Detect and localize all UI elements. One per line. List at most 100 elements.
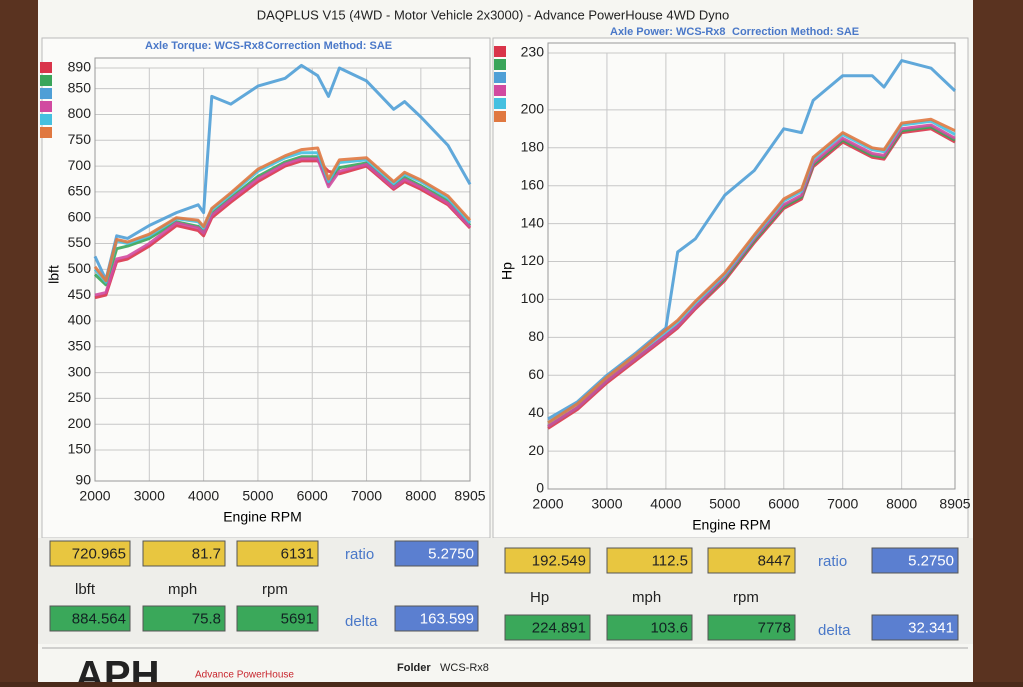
readout-value: 5691 — [281, 610, 314, 627]
ratio-label: ratio — [818, 553, 847, 570]
x-tick-label: 3000 — [134, 488, 165, 504]
delta-label: delta — [818, 622, 851, 639]
y-tick-label: 140 — [521, 214, 545, 230]
ratio-value: 5.2750 — [428, 545, 474, 562]
readout-value: 112.5 — [652, 552, 688, 569]
readout-unit: Hp — [530, 589, 549, 606]
x-tick-label: 8905 — [454, 488, 485, 504]
readout-box — [394, 540, 479, 567]
y-tick-label: 850 — [68, 79, 92, 95]
readout-unit: rpm — [733, 589, 759, 606]
page-title: DAQPLUS V15 (4WD - Motor Vehicle 2x3000)… — [257, 7, 730, 22]
x-tick-label: 4000 — [650, 496, 681, 512]
series-line — [547, 59, 957, 421]
readout-value: 8447 — [758, 552, 791, 569]
readout-box — [871, 614, 959, 641]
x-axis-label: Engine RPM — [223, 509, 302, 525]
readout-box — [504, 614, 591, 641]
delta-label: delta — [345, 613, 378, 630]
y-tick-label: 120 — [521, 252, 545, 268]
legend-swatch — [40, 101, 52, 112]
legend-swatch — [40, 127, 52, 138]
chart-correction: Correction Method: SAE — [265, 40, 392, 52]
delta-value: 163.599 — [420, 610, 474, 627]
y-tick-label: 700 — [68, 157, 92, 173]
footer-logo: APH — [75, 654, 159, 682]
y-tick-label: 550 — [68, 234, 92, 250]
x-tick-label: 5000 — [709, 496, 740, 512]
y-tick-label: 450 — [68, 286, 92, 302]
y-tick-label: 500 — [68, 260, 92, 276]
y-tick-label: 20 — [528, 442, 544, 458]
readout-value: 75.8 — [192, 610, 221, 627]
y-tick-label: 0 — [536, 480, 544, 496]
readout-box — [394, 605, 479, 632]
ratio-label: ratio — [345, 546, 374, 563]
x-tick-label: 8000 — [886, 496, 917, 512]
x-tick-label: 6000 — [297, 488, 328, 504]
series-line — [93, 146, 472, 283]
legend-swatch — [40, 114, 52, 125]
readout-value: 192.549 — [532, 552, 586, 569]
readout-unit: mph — [168, 581, 197, 598]
y-axis-label: lbft — [46, 265, 62, 284]
readout-unit: mph — [632, 589, 661, 606]
folder-name: WCS-Rx8 — [440, 662, 489, 674]
readout-box — [606, 614, 693, 641]
x-tick-label: 8905 — [939, 496, 970, 512]
readout-box — [236, 540, 319, 567]
plot-frame — [547, 42, 956, 490]
readout-box — [49, 540, 131, 567]
y-tick-label: 90 — [75, 472, 91, 488]
legend-swatch — [40, 88, 52, 99]
x-tick-label: 2000 — [532, 496, 563, 512]
x-tick-label: 7000 — [351, 488, 382, 504]
readout-box — [504, 547, 591, 574]
x-tick-label: 4000 — [188, 488, 219, 504]
legend-swatch — [494, 59, 506, 70]
readout-value: 224.891 — [532, 619, 586, 636]
x-axis-label: Engine RPM — [692, 517, 771, 533]
ratio-value: 5.2750 — [908, 552, 954, 569]
readout-box — [707, 614, 796, 641]
series-line — [94, 157, 472, 297]
readout-box — [142, 605, 226, 632]
readout-value: 6131 — [281, 545, 314, 562]
legend-swatch — [494, 98, 506, 109]
readout-box — [871, 547, 959, 574]
readout-box — [606, 547, 693, 574]
y-tick-label: 650 — [68, 183, 92, 199]
readout-value: 884.564 — [72, 610, 126, 627]
panel-right — [492, 37, 969, 539]
legend-swatch — [494, 46, 506, 57]
x-tick-label: 2000 — [79, 488, 110, 504]
y-tick-label: 350 — [68, 337, 92, 353]
y-axis-label: Hp — [499, 262, 515, 280]
y-tick-label: 800 — [68, 105, 92, 121]
y-tick-label: 300 — [68, 363, 92, 379]
legend-swatch — [40, 62, 52, 73]
delta-value: 32.341 — [908, 619, 954, 636]
x-tick-label: 7000 — [827, 496, 858, 512]
legend-swatch — [494, 111, 506, 122]
y-tick-label: 250 — [68, 389, 92, 405]
readout-unit: lbft — [75, 581, 96, 598]
y-tick-label: 200 — [521, 101, 545, 117]
chart-correction: Correction Method: SAE — [732, 26, 859, 38]
y-tick-label: 160 — [521, 176, 545, 192]
footer-company: Advance PowerHouse — [195, 670, 294, 681]
y-tick-label: 60 — [528, 366, 544, 382]
chart-subtitle: Axle Torque: WCS-Rx8 — [145, 40, 264, 52]
series-line — [547, 117, 956, 424]
legend-swatch — [494, 72, 506, 83]
readout-value: 81.7 — [192, 545, 221, 562]
chart-subtitle: Axle Power: WCS-Rx8 — [610, 26, 726, 38]
x-tick-label: 3000 — [591, 496, 622, 512]
y-tick-label: 400 — [68, 312, 92, 328]
y-tick-label: 890 — [68, 59, 92, 75]
folder-label: Folder — [397, 662, 431, 674]
readout-value: 7778 — [758, 619, 791, 636]
readout-box — [236, 605, 319, 632]
